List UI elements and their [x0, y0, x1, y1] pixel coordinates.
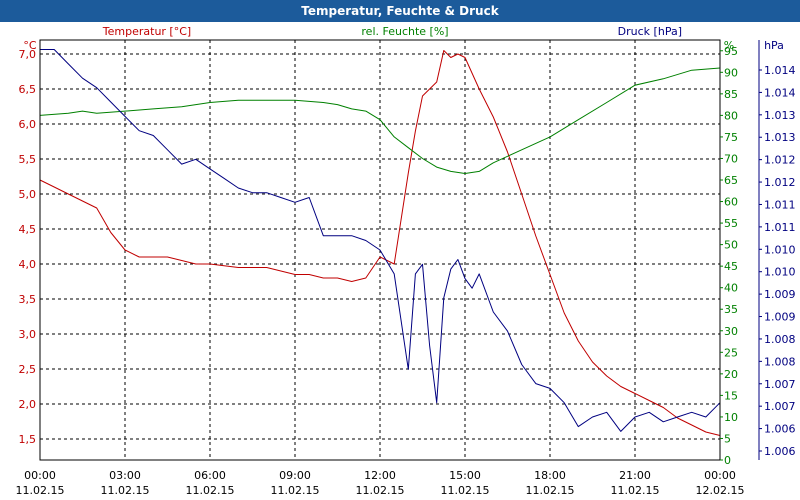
temperature-tick-label: 4,5: [19, 223, 37, 236]
humidity-tick-label: 80: [724, 109, 738, 122]
humidity-tick-label: 60: [724, 196, 738, 209]
series-layer: [39, 49, 721, 436]
pressure-unit-label: hPa: [764, 39, 784, 52]
pressure-tick-label: 1.011: [764, 221, 796, 234]
temperature-tick-label: 4,0: [19, 258, 37, 271]
pressure-tick-label: 1.006: [764, 423, 796, 436]
humidity-tick-label: 0: [724, 454, 731, 467]
pressure-axis-label: Druck [hPa]: [618, 25, 682, 38]
temperature-tick-label: 3,0: [19, 328, 37, 341]
pressure-tick-label: 1.012: [764, 154, 796, 167]
x-date-label: 11.02.15: [186, 484, 235, 497]
temperature-tick-label: 6,5: [19, 83, 37, 96]
humidity-tick-label: 95: [724, 45, 738, 58]
x-date-label: 11.02.15: [441, 484, 490, 497]
humidity-tick-label: 65: [724, 174, 738, 187]
temperature-line: [39, 50, 721, 436]
humidity-tick-label: 20: [724, 368, 738, 381]
humidity-tick-label: 70: [724, 152, 738, 165]
x-tick-label: 03:00: [109, 469, 141, 482]
humidity-tick-label: 90: [724, 66, 738, 79]
humidity-tick-label: 15: [724, 389, 738, 402]
grid: [40, 40, 720, 460]
humidity-tick-label: 25: [724, 346, 738, 359]
x-tick-label: 18:00: [534, 469, 566, 482]
temperature-tick-label: 6,0: [19, 118, 37, 131]
pressure-tick-label: 1.007: [764, 378, 796, 391]
x-tick-label: 09:00: [279, 469, 311, 482]
x-date-label: 11.02.15: [101, 484, 150, 497]
tick-labels: 00:00 11.02.15 03:00 11.02.15 06:00 11.02.15 0…: [16, 45, 796, 497]
humidity-tick-label: 30: [724, 325, 738, 338]
pressure-tick-label: 1.013: [764, 109, 796, 122]
x-date-label: 11.02.15: [271, 484, 320, 497]
humidity-tick-label: 50: [724, 239, 738, 252]
temperature-unit-label: °C: [23, 39, 37, 52]
humidity-tick-label: 5: [724, 432, 731, 445]
pressure-tick-label: 1.010: [764, 266, 796, 279]
x-date-label: 11.02.15: [16, 484, 65, 497]
humidity-tick-label: 10: [724, 411, 738, 424]
x-date-label: 11.02.15: [611, 484, 660, 497]
temperature-tick-label: 2,0: [19, 398, 37, 411]
temperature-tick-label: 3,5: [19, 293, 37, 306]
temperature-tick-label: 1,5: [19, 433, 37, 446]
x-tick-label: 21:00: [619, 469, 651, 482]
pressure-tick-label: 1.006: [764, 445, 796, 458]
pressure-tick-label: 1.014: [764, 64, 796, 77]
humidity-unit-label: %: [724, 39, 734, 52]
pressure-tick-label: 1.010: [764, 243, 796, 256]
pressure-tick-label: 1.011: [764, 198, 796, 211]
pressure-tick-label: 1.007: [764, 400, 796, 413]
x-tick-label: 00:00: [704, 469, 736, 482]
humidity-axis-label: rel. Feuchte [%]: [361, 25, 448, 38]
temperature-axis-label: Temperatur [°C]: [102, 25, 191, 38]
humidity-tick-label: 45: [724, 260, 738, 273]
temperature-tick-label: 7,0: [19, 48, 37, 61]
humidity-tick-label: 35: [724, 303, 738, 316]
x-date-label: 11.02.15: [356, 484, 405, 497]
pressure-line: [40, 49, 721, 432]
x-tick-label: 15:00: [449, 469, 481, 482]
humidity-tick-label: 85: [724, 88, 738, 101]
pressure-tick-label: 1.012: [764, 176, 796, 189]
title-bar: [0, 0, 800, 22]
pressure-tick-label: 1.008: [764, 333, 796, 346]
pressure-tick-label: 1.009: [764, 288, 796, 301]
humidity-tick-label: 55: [724, 217, 738, 230]
x-date-label: 11.02.15: [526, 484, 575, 497]
pressure-tick-label: 1.014: [764, 86, 796, 99]
temperature-tick-label: 5,0: [19, 188, 37, 201]
pressure-tick-label: 1.009: [764, 311, 796, 324]
x-tick-label: 06:00: [194, 469, 226, 482]
pressure-tick-label: 1.013: [764, 131, 796, 144]
plot-frame: [39, 39, 721, 461]
x-date-label: 12.02.15: [696, 484, 745, 497]
pressure-tick-label: 1.008: [764, 355, 796, 368]
temperature-tick-label: 5,5: [19, 153, 37, 166]
temperature-tick-label: 2,5: [19, 363, 37, 376]
x-tick-label: 00:00: [24, 469, 56, 482]
chart-title: Temperatur, Feuchte & Druck: [301, 4, 499, 18]
humidity-tick-label: 75: [724, 131, 738, 144]
humidity-tick-label: 40: [724, 282, 738, 295]
humidity-line: [39, 67, 721, 174]
x-tick-label: 12:00: [364, 469, 396, 482]
